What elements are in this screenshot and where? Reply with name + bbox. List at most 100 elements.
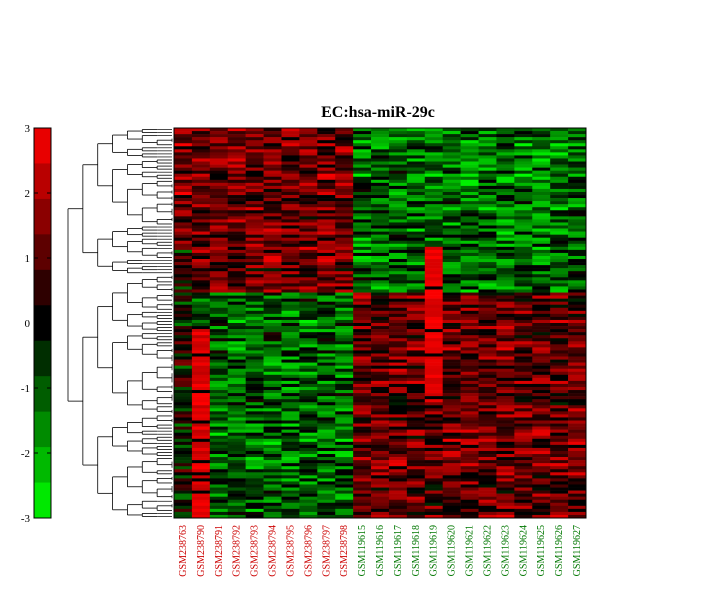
heatmap-cell <box>388 307 408 312</box>
heatmap-cell <box>478 249 497 254</box>
heatmap-cell <box>227 222 246 226</box>
heatmap-cell <box>532 137 551 141</box>
heatmap-cell <box>406 329 426 333</box>
heatmap-cell <box>245 219 264 223</box>
heatmap-cell <box>442 222 461 226</box>
heatmap-cell <box>174 341 193 345</box>
heatmap-cell <box>245 161 264 165</box>
heatmap-cell <box>299 164 318 168</box>
heatmap-cell <box>550 201 569 205</box>
heatmap-cell <box>442 426 461 430</box>
heatmap-cell <box>317 307 336 312</box>
heatmap-cell <box>532 319 551 324</box>
heatmap-cell <box>174 140 193 144</box>
heatmap-cell <box>299 353 318 357</box>
heatmap-cell <box>568 207 587 211</box>
heatmap-cell <box>514 237 533 242</box>
heatmap-cell <box>371 237 390 242</box>
heatmap-cell <box>245 295 264 299</box>
heatmap-cell <box>371 292 390 296</box>
heatmap-cell <box>406 268 426 272</box>
heatmap-cell <box>281 490 300 494</box>
heatmap-cell <box>514 463 533 467</box>
heatmap-cell <box>335 390 354 394</box>
heatmap-cell <box>388 198 408 202</box>
heatmap-cell <box>245 210 264 214</box>
colorbar-level <box>34 376 51 413</box>
heatmap-cell <box>514 155 533 159</box>
heatmap-cell <box>550 164 569 168</box>
heatmap-cell <box>317 188 336 193</box>
heatmap-cell <box>568 167 587 171</box>
heatmap-cell <box>371 326 390 330</box>
heatmap-cell <box>550 511 569 516</box>
heatmap-cell <box>353 170 372 175</box>
heatmap-cell <box>496 207 515 211</box>
heatmap-cell <box>514 329 533 333</box>
heatmap-cell <box>424 249 443 254</box>
heatmap-cell <box>353 307 372 312</box>
heatmap-cell <box>406 295 426 299</box>
heatmap-cell <box>406 356 426 360</box>
heatmap-cell <box>514 408 533 412</box>
heatmap-cell <box>245 213 264 217</box>
heatmap-cell <box>406 417 426 421</box>
heatmap-cell <box>550 499 569 504</box>
heatmap-cell <box>496 371 515 376</box>
heatmap-cell <box>532 502 551 507</box>
heatmap-cell <box>406 350 426 354</box>
heatmap-cell <box>335 447 354 452</box>
heatmap-cell <box>406 249 426 254</box>
heatmap-cell <box>568 420 587 424</box>
heatmap-cell <box>191 146 211 150</box>
heatmap-cell <box>209 386 229 391</box>
heatmap-cell <box>209 362 229 366</box>
heatmap-cell <box>191 301 211 306</box>
heatmap-cell <box>388 365 408 370</box>
heatmap-cell <box>174 216 193 220</box>
heatmap-cell <box>442 225 461 229</box>
heatmap-cell <box>424 514 443 519</box>
heatmap-cell <box>442 249 461 254</box>
heatmap-cell <box>478 289 497 293</box>
heatmap-cell <box>299 222 318 226</box>
heatmap-cell <box>353 137 372 141</box>
heatmap-cell <box>371 505 390 510</box>
column-label: GSM119616 <box>375 525 386 576</box>
heatmap-cell <box>514 179 533 184</box>
heatmap-cell <box>227 405 246 409</box>
heatmap-cell <box>424 368 443 373</box>
heatmap-cell <box>406 146 426 150</box>
heatmap-cell <box>174 149 193 153</box>
heatmap-cell <box>496 255 515 260</box>
heatmap-cell <box>371 155 390 159</box>
heatmap-cell <box>478 225 497 229</box>
heatmap-cell <box>514 201 533 205</box>
heatmap-cell <box>245 240 264 245</box>
heatmap-cell <box>460 286 479 290</box>
heatmap-cell <box>209 493 229 497</box>
heatmap-cell <box>335 417 354 421</box>
heatmap-cell <box>263 377 282 382</box>
heatmap-cell <box>514 350 533 354</box>
heatmap-cell <box>496 426 515 430</box>
heatmap-cell <box>406 341 426 345</box>
heatmap-cell <box>281 255 300 260</box>
chart-title: EC:hsa-miR-29c <box>321 104 435 121</box>
heatmap-cell <box>442 131 461 135</box>
heatmap-cell <box>478 511 497 516</box>
heatmap-cell <box>263 228 282 232</box>
heatmap-cell <box>174 408 193 412</box>
heatmap-cell <box>478 313 497 318</box>
heatmap-cell <box>335 496 354 501</box>
heatmap-cell <box>281 161 300 165</box>
heatmap-cell <box>442 207 461 211</box>
heatmap-cell <box>514 393 533 397</box>
heatmap-cell <box>478 265 497 269</box>
heatmap-cell <box>514 295 533 299</box>
heatmap-cell <box>478 152 497 156</box>
heatmap-cell <box>227 347 246 351</box>
heatmap-cell <box>245 292 264 296</box>
heatmap-cell <box>227 243 246 248</box>
heatmap-cell <box>478 386 497 391</box>
